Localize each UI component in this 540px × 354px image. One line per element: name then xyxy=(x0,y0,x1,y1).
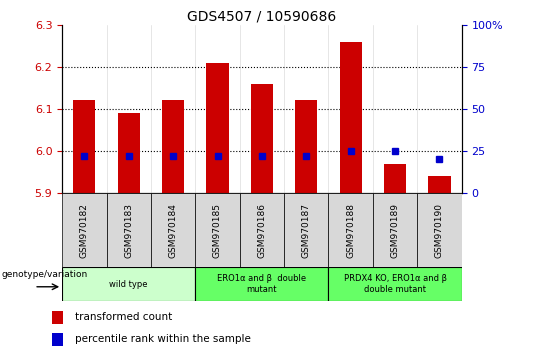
Bar xyxy=(62,193,106,267)
Bar xyxy=(340,41,362,193)
Bar xyxy=(206,63,228,193)
Bar xyxy=(162,101,184,193)
Text: genotype/variation: genotype/variation xyxy=(1,270,87,279)
Bar xyxy=(284,193,328,267)
Title: GDS4507 / 10590686: GDS4507 / 10590686 xyxy=(187,10,336,24)
Bar xyxy=(328,193,373,267)
Bar xyxy=(328,267,462,301)
Text: GSM970188: GSM970188 xyxy=(346,202,355,258)
Bar xyxy=(195,267,328,301)
Bar xyxy=(52,333,63,346)
Bar xyxy=(384,164,406,193)
Text: GSM970190: GSM970190 xyxy=(435,202,444,258)
Text: percentile rank within the sample: percentile rank within the sample xyxy=(76,334,251,344)
Bar xyxy=(106,193,151,267)
Text: transformed count: transformed count xyxy=(76,312,173,322)
Text: GSM970187: GSM970187 xyxy=(302,202,311,258)
Text: GSM970185: GSM970185 xyxy=(213,202,222,258)
Bar xyxy=(240,193,284,267)
Text: GSM970182: GSM970182 xyxy=(80,202,89,258)
Bar xyxy=(251,84,273,193)
Bar xyxy=(151,193,195,267)
Text: GSM970184: GSM970184 xyxy=(168,202,178,258)
Bar xyxy=(62,267,195,301)
Bar xyxy=(428,176,450,193)
Bar xyxy=(295,101,318,193)
Bar xyxy=(52,311,63,324)
Text: PRDX4 KO, ERO1α and β
double mutant: PRDX4 KO, ERO1α and β double mutant xyxy=(343,274,447,294)
Text: GSM970183: GSM970183 xyxy=(124,202,133,258)
Bar xyxy=(417,193,462,267)
Bar xyxy=(373,193,417,267)
Text: GSM970186: GSM970186 xyxy=(258,202,266,258)
Text: GSM970189: GSM970189 xyxy=(390,202,400,258)
Text: ERO1α and β  double
mutant: ERO1α and β double mutant xyxy=(217,274,307,294)
Text: wild type: wild type xyxy=(110,280,148,289)
Bar xyxy=(73,101,96,193)
Bar xyxy=(118,113,140,193)
Bar xyxy=(195,193,240,267)
